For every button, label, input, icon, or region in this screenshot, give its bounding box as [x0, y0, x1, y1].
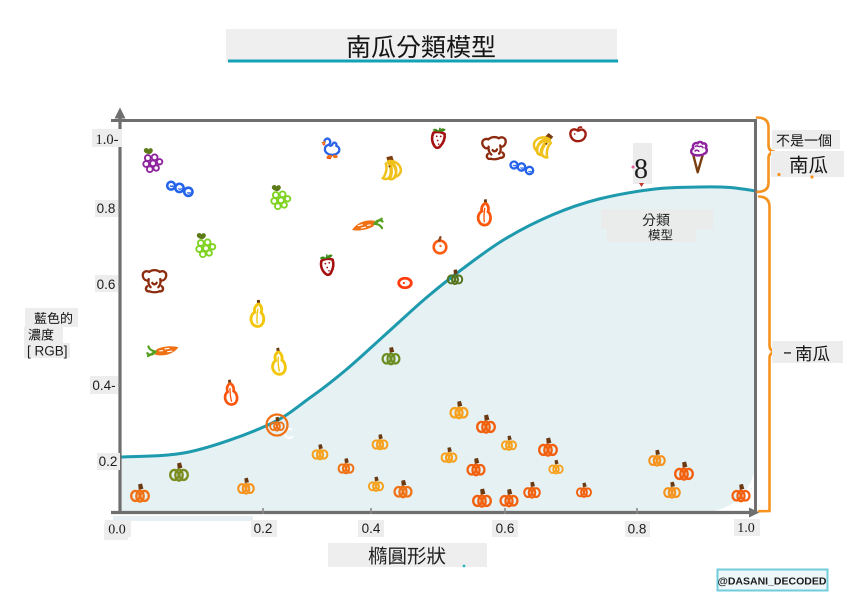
svg-text:[ RGB]: [ RGB] — [27, 344, 68, 359]
svg-text:0.6: 0.6 — [496, 521, 515, 536]
svg-text:0.2: 0.2 — [99, 454, 118, 469]
svg-text:1.0-: 1.0- — [96, 132, 119, 148]
svg-text:@DASANI_DECODED: @DASANI_DECODED — [718, 576, 827, 588]
svg-text:0.4-: 0.4- — [92, 378, 115, 393]
svg-text:0.6: 0.6 — [97, 277, 116, 292]
svg-text:0.4: 0.4 — [362, 521, 381, 536]
svg-text:0.8: 0.8 — [628, 522, 647, 537]
svg-text:0.0: 0.0 — [108, 523, 126, 538]
svg-text:8: 8 — [634, 154, 648, 185]
svg-text:0.2: 0.2 — [254, 521, 273, 536]
svg-text:0.8: 0.8 — [97, 201, 116, 216]
svg-text:1.0: 1.0 — [737, 521, 755, 536]
